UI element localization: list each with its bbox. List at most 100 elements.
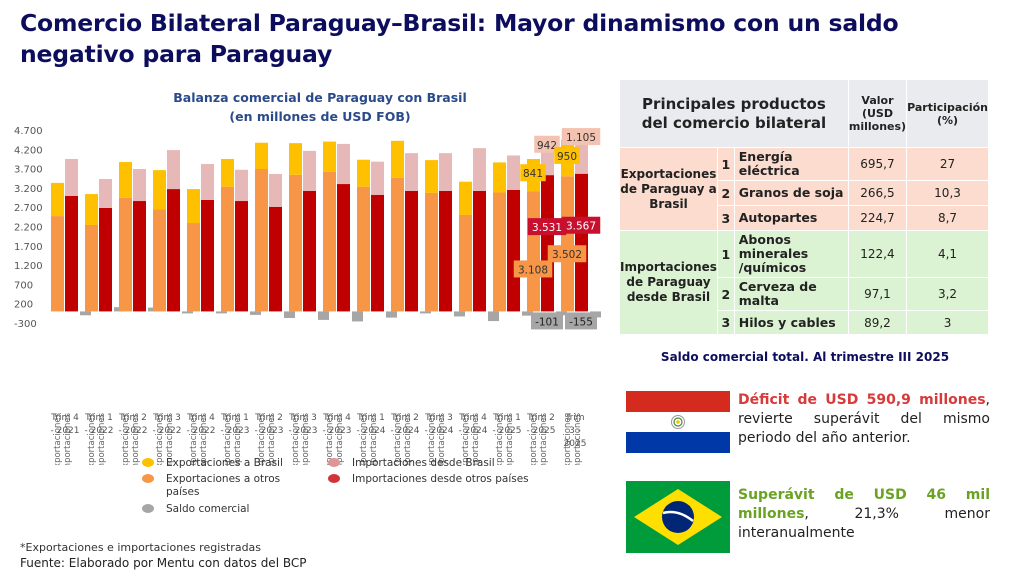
bar-imp-otros [65,196,78,312]
table-header-value: Valor (USD millones) [847,79,908,148]
bar-imp-brasil [167,150,180,190]
bar-exp-otros [221,186,234,312]
paraguay-flag-icon [626,391,730,453]
bar-saldo [216,311,227,314]
bar-imp-brasil [337,143,350,185]
brazil-flag-icon [626,481,730,553]
data-label-bg [554,146,580,164]
bar-exp-brasil [255,142,268,169]
x-sublabel-importaciones: Importaciones [301,412,311,465]
x-sublabel-importaciones: Importaciones [505,412,515,465]
x-tick-label: - 2023 [288,426,317,436]
data-label: 942 [537,140,557,152]
x-tick-label: Trim 3 [288,413,317,423]
bar-saldo [250,311,261,315]
table-value: 97,1 [847,277,908,311]
bar-imp-brasil [439,153,452,191]
table-header-title: Principales productos del comercio bilat… [619,79,849,148]
x-tick-label: - 2025 [526,426,555,436]
x-tick-label: Trim 2 [390,413,419,423]
x-sublabel-exportaciones: Exportaciones [121,412,131,465]
data-label-bg [561,128,601,146]
bar-saldo [318,311,329,320]
bar-imp-brasil [371,161,384,195]
bar-saldo [182,311,193,314]
x-sublabel-importaciones: Importaciones [573,412,583,465]
y-tick-label: 4.200 [14,145,43,156]
table-share: 10,3 [906,180,989,206]
x-sublabel-exportaciones: Exportaciones [53,412,63,465]
x-tick-label: - 2022 [186,426,215,436]
bar-imp-brasil [235,169,248,202]
x-tick-label: Trim 4 [322,413,351,423]
x-sublabel-exportaciones: Exportaciones [291,412,301,465]
y-tick-label: 4.700 [14,126,43,137]
page-title: Comercio Bilateral Paraguay–Brasil: Mayo… [20,9,899,68]
data-label: 950 [557,151,577,163]
x-tick-label: - 2024 [458,426,487,436]
x-sublabel-exportaciones: Exportaciones [257,412,267,465]
bar-exp-otros [527,191,540,312]
table-row: Exportaciones de Paraguay a Brasil 1 Ene… [619,147,989,231]
data-label: 1.105 [566,132,596,144]
data-label-bg [534,135,560,153]
bar-saldo [420,311,431,314]
x-tick-label: Trim 3 [152,413,181,423]
x-sublabel-importaciones: Importaciones [403,412,413,465]
table-rank: 1 [716,230,735,278]
x-sublabel-exportaciones: Exportaciones [87,412,97,465]
x-tick-label: - 2022 [152,426,181,436]
table-value: 122,4 [847,230,908,278]
table-rank: 2 [716,180,735,206]
table-row: Importaciones de Paraguay desde Brasil 1… [619,230,989,335]
y-tick-label: 1.200 [14,261,43,272]
legend-swatch-exp-otros [142,474,154,483]
x-sublabel-importaciones: Importaciones [539,412,549,465]
x-sublabel-importaciones: Importaciones [369,412,379,465]
bar-imp-otros [337,184,350,312]
data-label-bg [531,312,563,330]
table-product: Autopartes [733,205,849,231]
table-product: Granos de soja [733,180,849,206]
bar-imp-otros [575,173,588,312]
bar-saldo [386,311,397,318]
bar-imp-brasil [269,174,282,207]
bar-imp-otros [439,190,452,312]
data-label: 3.531 [532,222,562,234]
bar-imp-brasil [473,148,486,191]
x-tick-label: 2025 [564,439,587,449]
bar-saldo [522,311,533,316]
chart-title-block: Balanza comercial de Paraguay con Brasil… [130,88,510,126]
table-row: 3 Autopartes 224,7 8,7 [620,205,989,231]
paraguay-statement: Déficit de USD 590,9 millones, revierte … [738,391,990,448]
bar-exp-brasil [187,189,200,224]
table-product: Hilos y cables [733,310,849,335]
bar-exp-otros [85,224,98,312]
x-tick-label: Trim 1 [84,413,113,423]
table-header-row: Principales productos del comercio bilat… [619,79,989,148]
data-label: -155 [569,316,593,328]
legend-swatch-exp-brasil [142,458,154,467]
x-tick-label: 3 - [569,426,581,436]
table-header-share: Participación (%) [906,79,989,148]
data-label-bg [565,312,597,330]
bar-exp-brasil [85,194,98,225]
x-tick-label: Trim 1 [220,413,249,423]
y-tick-label: -300 [14,319,37,330]
x-tick-label: - 2024 [424,426,453,436]
bar-exp-brasil [323,141,336,172]
table-group-label: Exportaciones de Paraguay a Brasil [619,147,718,231]
bar-imp-otros [541,175,554,312]
x-tick-label: - 2023 [220,426,249,436]
legend-item-imp-otros: Importaciones desde otros países [328,473,529,486]
table-product: Energía eléctrica [733,147,849,181]
x-tick-label: - 2023 [322,426,351,436]
brazil-statement: Superávit de USD 46 mil millones, 21,3% … [738,486,990,543]
bar-exp-brasil [153,170,166,210]
bar-exp-otros [255,168,268,312]
bar-exp-brasil [119,162,132,198]
bar-imp-otros [167,189,180,312]
bar-exp-brasil [289,143,302,175]
x-sublabel-exportaciones: Exportaciones [223,412,233,465]
x-sublabel-importaciones: Importaciones [199,412,209,465]
